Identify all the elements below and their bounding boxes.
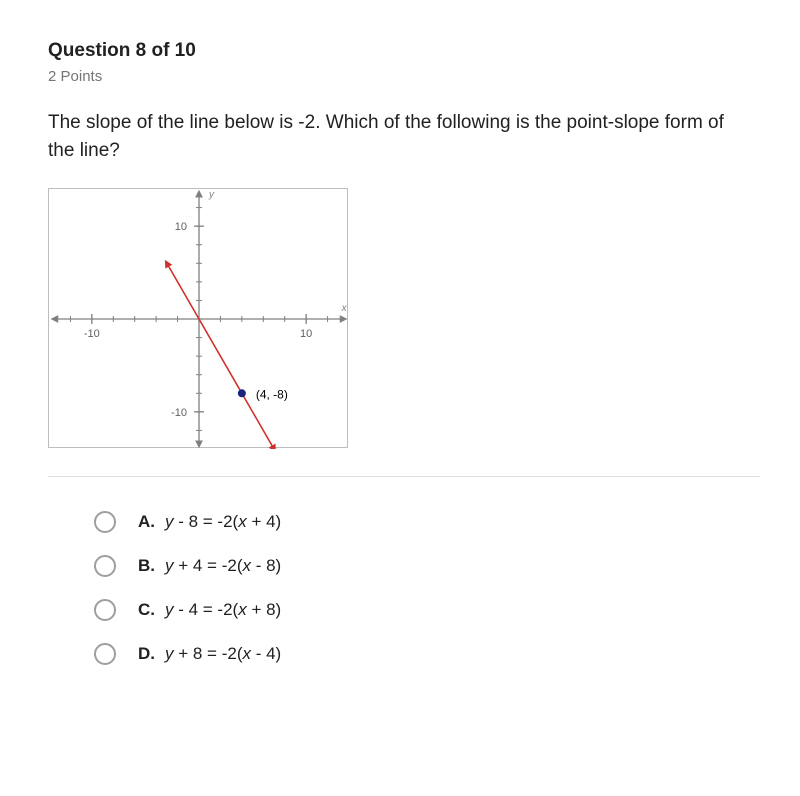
answer-options: A. y - 8 = -2(x + 4) B. y + 4 = -2(x - 8… (48, 511, 760, 665)
section-divider (48, 476, 760, 477)
svg-text:x: x (341, 303, 348, 314)
option-expression: y + 8 = -2(x - 4) (165, 644, 281, 664)
option-letter: D. (138, 644, 155, 664)
graph-svg: -10 10 10 -10 y x (4, -8) (49, 189, 349, 449)
question-points: 2 Points (48, 68, 760, 85)
option-expression: y - 4 = -2(x + 8) (165, 600, 281, 620)
radio-icon (94, 555, 116, 577)
radio-icon (94, 643, 116, 665)
radio-icon (94, 599, 116, 621)
option-letter: B. (138, 556, 155, 576)
svg-text:-10: -10 (84, 328, 100, 340)
option-b[interactable]: B. y + 4 = -2(x - 8) (94, 555, 760, 577)
svg-text:10: 10 (175, 221, 187, 233)
svg-text:y: y (208, 190, 215, 201)
svg-text:(4, -8): (4, -8) (256, 387, 288, 401)
option-letter: C. (138, 600, 155, 620)
svg-text:-10: -10 (171, 407, 187, 419)
option-expression: y - 8 = -2(x + 4) (165, 512, 281, 532)
option-c[interactable]: C. y - 4 = -2(x + 8) (94, 599, 760, 621)
option-expression: y + 4 = -2(x - 8) (165, 556, 281, 576)
option-letter: A. (138, 512, 155, 532)
svg-text:10: 10 (300, 328, 312, 340)
graph-container: -10 10 10 -10 y x (4, -8) (48, 188, 348, 448)
question-text: The slope of the line below is -2. Which… (48, 109, 748, 164)
option-d[interactable]: D. y + 8 = -2(x - 4) (94, 643, 760, 665)
option-a[interactable]: A. y - 8 = -2(x + 4) (94, 511, 760, 533)
question-number: Question 8 of 10 (48, 40, 760, 62)
radio-icon (94, 511, 116, 533)
